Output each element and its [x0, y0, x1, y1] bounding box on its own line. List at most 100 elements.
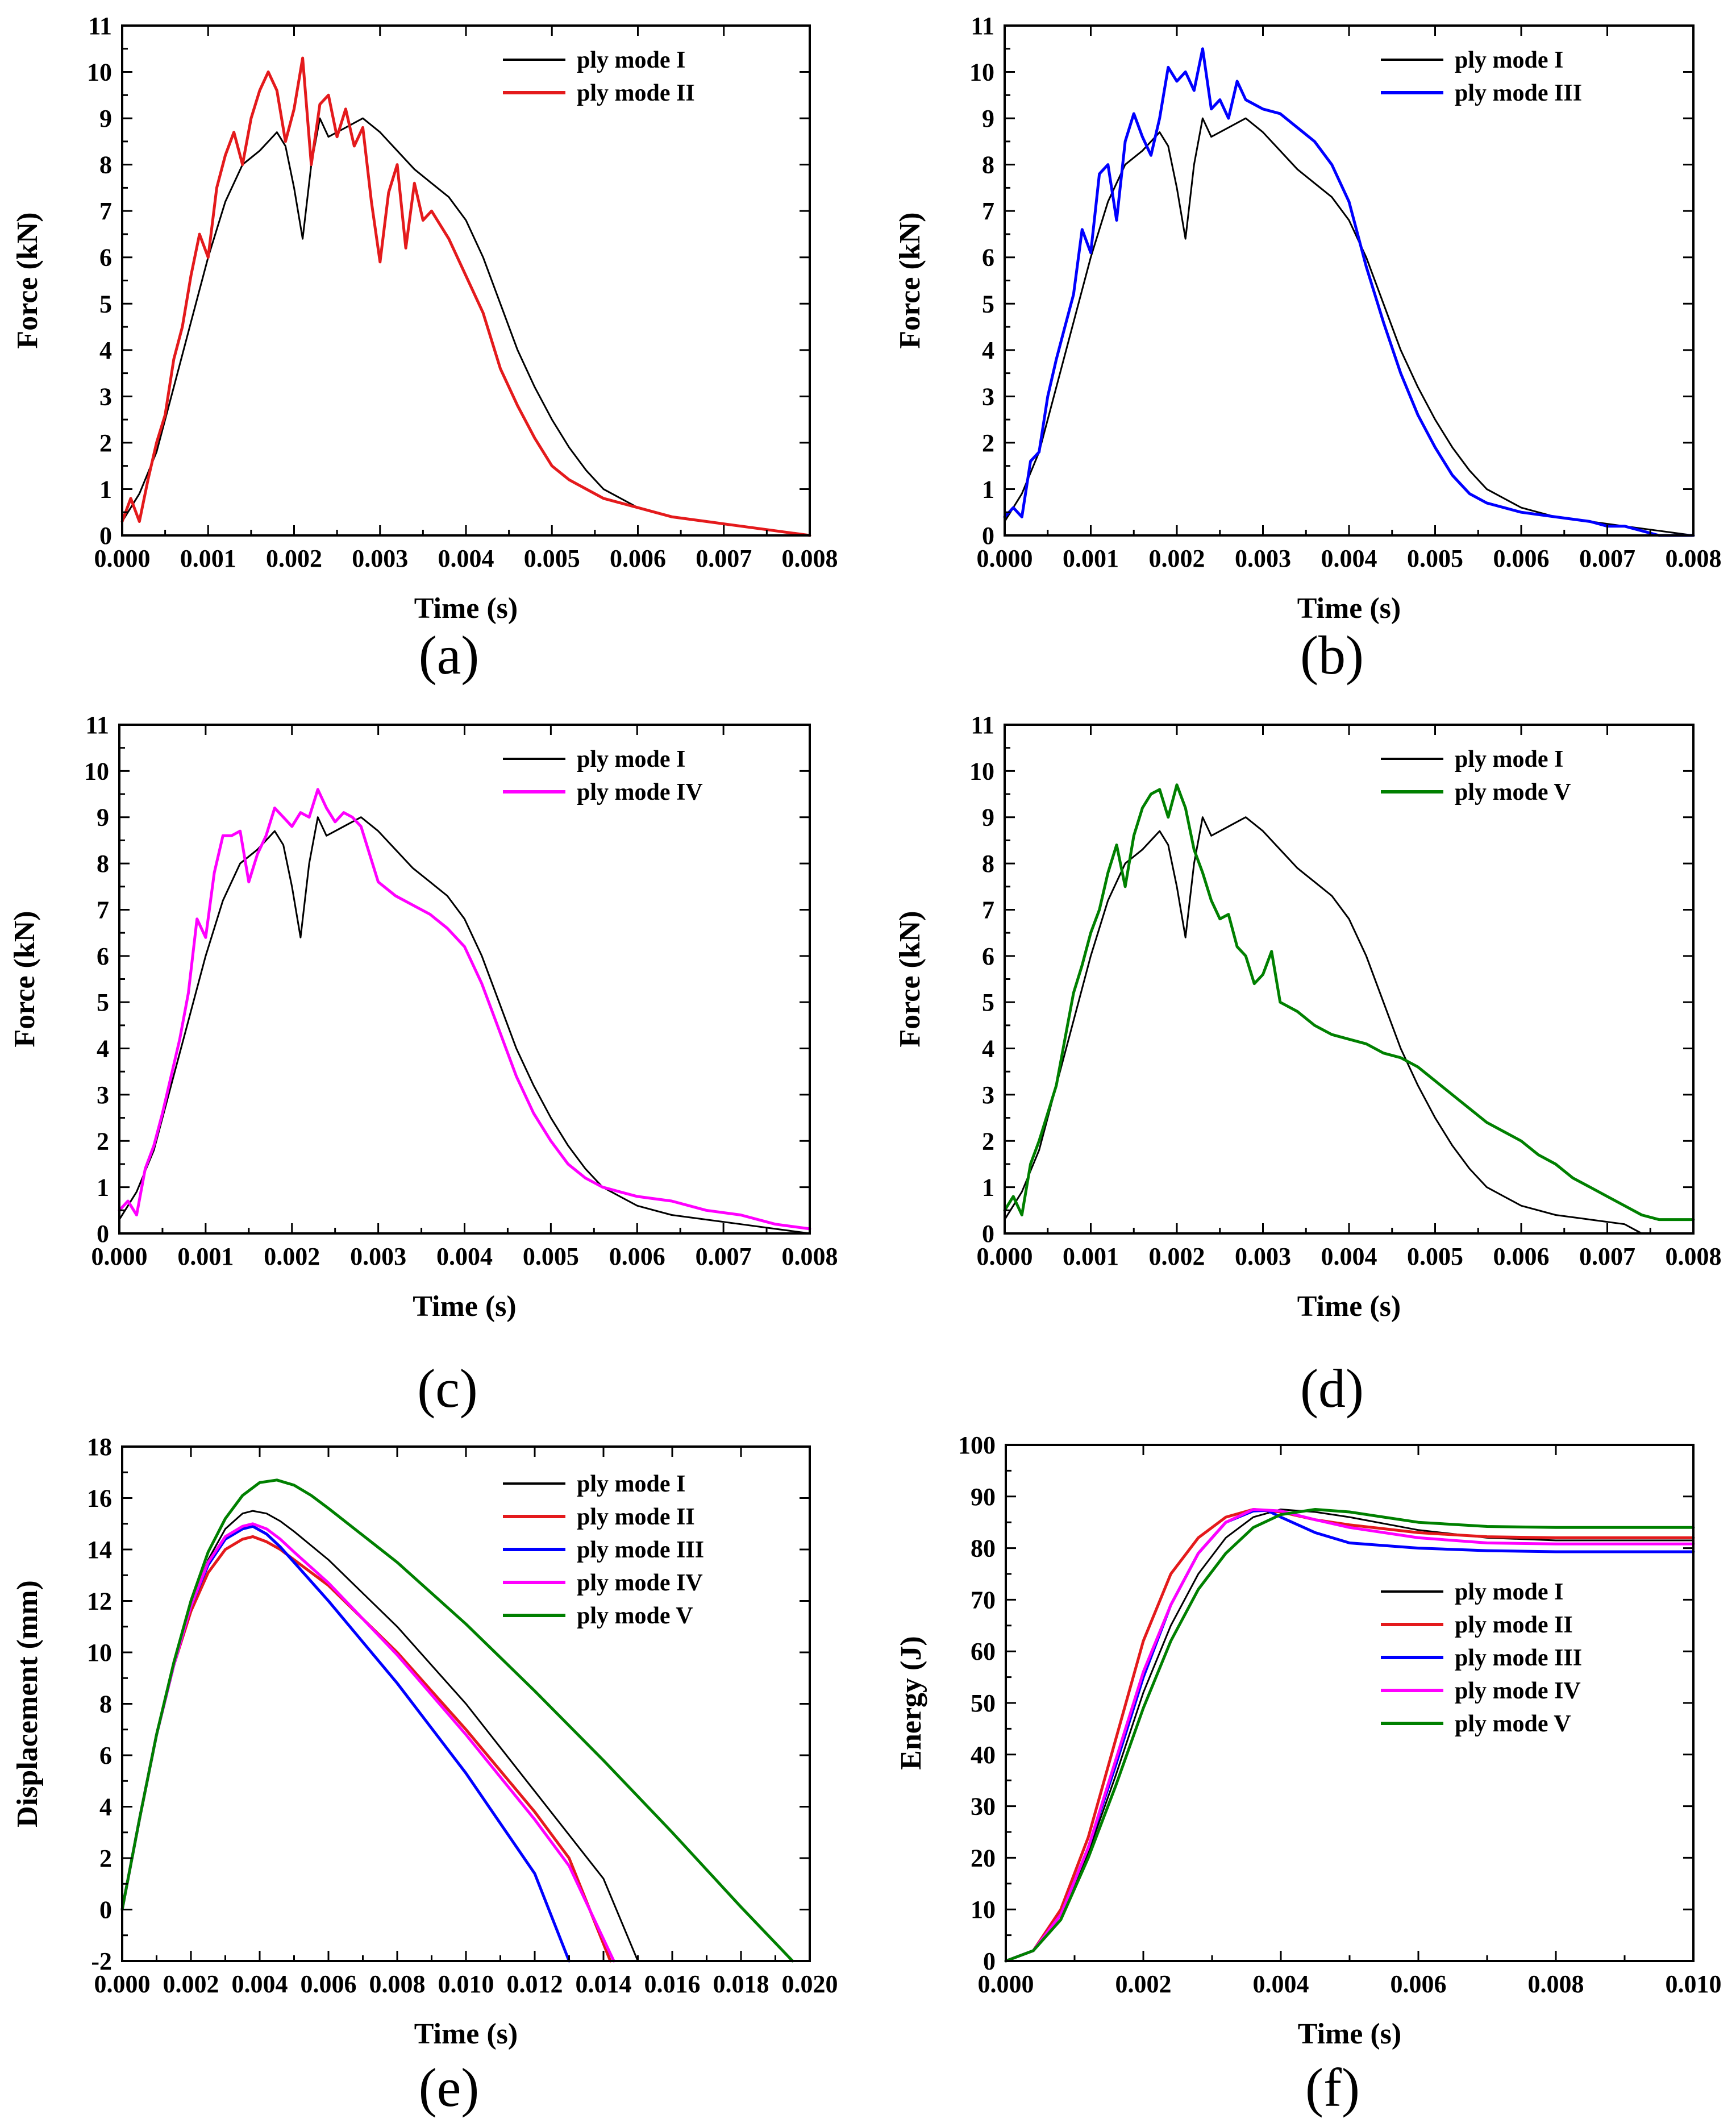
y-tick-label: 5 [982, 988, 994, 1016]
y-axis-title: Force (kN) [894, 212, 926, 348]
y-tick-label: 0 [982, 522, 994, 550]
legend: ply mode I ply mode II ply mode III ply mod… [1381, 1579, 1582, 1737]
x-tick-label: 0.004 [1321, 1243, 1377, 1270]
y-tick-label: 3 [99, 383, 112, 410]
series-line-ply-mode-iv [1004, 1508, 1695, 1963]
x-tick-label: 0.001 [1063, 545, 1119, 572]
y-tick-label: 100 [958, 1431, 996, 1459]
series-line-ply-mode-ii [120, 56, 811, 537]
y-tick-label: 4 [982, 1035, 994, 1063]
x-tick-label: 0.016 [644, 1970, 701, 1998]
x-tick-label: 0.008 [1666, 1243, 1722, 1270]
x-tick-label: 0.018 [713, 1970, 769, 1998]
y-tick-label: 10 [87, 1639, 112, 1667]
x-tick-label: 0.014 [576, 1970, 632, 1998]
x-tick-label: 0.001 [180, 545, 236, 572]
chart-panel-e: 0.000 0.002 0.004 0.006 0.008 0.010 0.012 0.014… [11, 1433, 838, 2118]
y-tick-label: 10 [87, 59, 112, 86]
y-tick-label: 4 [982, 336, 994, 364]
y-tick-label: 10 [969, 757, 994, 785]
y-tick-label: 9 [97, 804, 109, 832]
x-tick-label: 0.000 [94, 1970, 151, 1998]
x-tick-label: 0.006 [1493, 545, 1550, 572]
legend-label: ply mode IV [577, 1570, 703, 1596]
y-tick-label: 4 [99, 336, 112, 364]
x-tick-label: 0.010 [1666, 1970, 1722, 1998]
panel-caption: (b) [1300, 625, 1364, 685]
legend-label: ply mode III [1455, 80, 1582, 106]
y-tick-label: 16 [87, 1485, 112, 1513]
legend-label: ply mode I [577, 47, 685, 73]
legend-label: ply mode I [577, 746, 685, 772]
x-tick-label: 0.008 [782, 545, 838, 572]
y-tick-label: 2 [99, 429, 112, 457]
x-tick-label: 0.002 [1149, 545, 1205, 572]
legend-label: ply mode IV [1455, 1678, 1581, 1704]
x-tick-label: 0.002 [266, 545, 322, 572]
y-tick-label: 8 [99, 151, 112, 179]
y-tick-label: 11 [88, 12, 112, 40]
x-tick-label: 0.006 [301, 1970, 357, 1998]
x-tick-label: 0.001 [177, 1243, 234, 1270]
y-tick-label: 7 [982, 197, 994, 225]
chart-panel-c: 0.000 0.001 0.002 0.003 0.004 0.005 0.006 0.007… [9, 711, 838, 1419]
chart-panel-f: 0.000 0.002 0.004 0.006 0.008 0.010 0 10 20 30 40 5… [895, 1431, 1722, 2118]
y-tick-label: 70 [971, 1586, 996, 1614]
y-tick-label: 5 [99, 290, 112, 318]
legend-label: ply mode II [1455, 1612, 1573, 1638]
x-tick-label: 0.000 [91, 1243, 148, 1270]
series-line-ply-mode-i [118, 816, 811, 1235]
y-tick-label: 10 [971, 1896, 996, 1923]
y-tick-label: 20 [971, 1844, 996, 1872]
y-tick-label: 0 [99, 522, 112, 550]
y-tick-label: 11 [971, 12, 994, 40]
y-tick-label: 60 [971, 1638, 996, 1665]
panel-caption: (c) [417, 1358, 478, 1419]
y-tick-label: 7 [982, 896, 994, 924]
legend-label: ply mode II [577, 80, 695, 106]
x-axis-title: Time (s) [1297, 592, 1401, 625]
x-axis-title: Time (s) [1298, 2018, 1401, 2050]
y-tick-label: 2 [982, 1127, 994, 1155]
legend-label: ply mode V [1455, 779, 1571, 805]
panel-caption: (d) [1300, 1358, 1364, 1419]
legend-label: ply mode I [577, 1471, 685, 1497]
x-tick-label: 0.005 [524, 545, 580, 572]
legend: ply mode I ply mode IV [503, 746, 703, 805]
legend-label: ply mode V [577, 1603, 693, 1629]
series-line-ply-mode-i [1004, 816, 1643, 1235]
x-tick-label: 0.006 [1391, 1970, 1447, 1998]
y-axis-title: Force (kN) [9, 911, 41, 1047]
x-tick-label: 0.005 [1407, 1243, 1463, 1270]
x-tick-label: 0.008 [1666, 545, 1722, 572]
y-tick-label: 7 [99, 197, 112, 225]
x-tick-label: 0.000 [94, 545, 151, 572]
x-tick-label: 0.005 [523, 1243, 579, 1270]
legend-label: ply mode I [1455, 746, 1563, 772]
panel-caption: (e) [419, 2057, 480, 2118]
series-line-ply-mode-i [1004, 117, 1695, 537]
y-tick-label: 1 [97, 1174, 109, 1202]
y-tick-label: 6 [982, 244, 994, 272]
y-tick-label: 0 [97, 1220, 109, 1248]
x-tick-label: 0.004 [232, 1970, 288, 1998]
series-line-ply-mode-iv [118, 788, 811, 1231]
x-tick-label: 0.004 [1321, 545, 1377, 572]
y-tick-label: 6 [99, 1742, 112, 1769]
y-tick-label: 6 [99, 244, 112, 272]
x-tick-label: 0.003 [352, 545, 408, 572]
x-tick-label: 0.003 [350, 1243, 406, 1270]
y-axis-title: Force (kN) [894, 911, 926, 1047]
x-tick-label: 0.003 [1235, 545, 1291, 572]
y-tick-label: 90 [971, 1483, 996, 1511]
x-axis-title: Time (s) [1297, 1290, 1401, 1323]
x-axis-title: Time (s) [413, 1290, 516, 1323]
y-axis-title: Energy (J) [895, 1636, 927, 1769]
series-line-ply-mode-ii [1004, 1508, 1695, 1963]
x-tick-label: 0.008 [1528, 1970, 1584, 1998]
chart-panel-d: 0.000 0.001 0.002 0.003 0.004 0.005 0.006 0.007… [894, 711, 1722, 1419]
y-axis-title: Force (kN) [11, 212, 44, 348]
y-tick-label: 10 [969, 59, 994, 86]
y-tick-label: 2 [97, 1127, 109, 1155]
